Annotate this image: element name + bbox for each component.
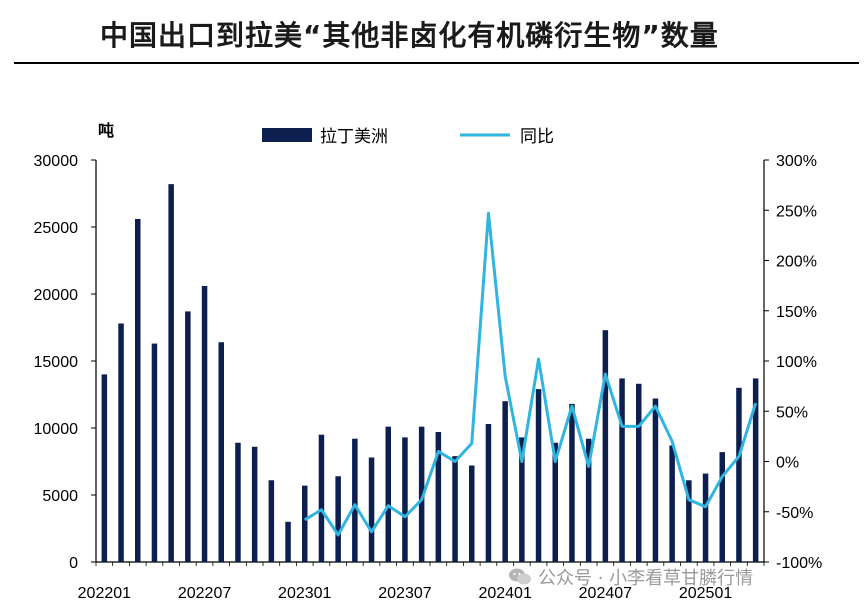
line-series-yoy bbox=[303, 211, 758, 537]
bar bbox=[502, 401, 508, 562]
bar bbox=[335, 476, 341, 562]
legend-swatch-bar bbox=[262, 128, 312, 142]
right-tick-label: 50% bbox=[776, 404, 808, 421]
title-divider bbox=[14, 62, 859, 64]
bar bbox=[519, 437, 525, 562]
x-tick-label: 202301 bbox=[278, 585, 331, 602]
bar bbox=[402, 437, 408, 562]
bar bbox=[719, 452, 725, 562]
bar bbox=[485, 423, 492, 562]
bar bbox=[669, 445, 675, 562]
right-tick-label: 0% bbox=[776, 455, 799, 472]
bar bbox=[752, 378, 759, 562]
bar bbox=[118, 323, 124, 562]
x-tick-label: 202307 bbox=[378, 585, 431, 602]
left-tick-label: 25000 bbox=[34, 220, 79, 237]
watermark: 公众号 · 小李看草甘膦行情 bbox=[508, 564, 753, 590]
right-tick-label: -50% bbox=[776, 505, 813, 522]
left-axis-unit: 吨 bbox=[98, 121, 114, 140]
bar bbox=[435, 432, 442, 562]
bar bbox=[585, 438, 592, 562]
bar bbox=[652, 398, 659, 562]
bar bbox=[318, 434, 325, 562]
watermark-text: 公众号 · 小李看草甘膦行情 bbox=[538, 568, 754, 589]
bar bbox=[302, 485, 308, 562]
left-tick-label: 15000 bbox=[34, 354, 79, 371]
right-tick-label: 200% bbox=[776, 254, 817, 271]
x-tick-label: 202407 bbox=[579, 585, 632, 602]
bar bbox=[201, 285, 208, 562]
bar bbox=[151, 343, 158, 562]
bar bbox=[268, 480, 275, 562]
x-tick-label: 202201 bbox=[78, 585, 131, 602]
bar bbox=[452, 456, 458, 562]
right-tick-label: -100% bbox=[776, 555, 822, 572]
bar bbox=[736, 387, 742, 562]
bar bbox=[285, 521, 291, 562]
left-tick-label: 30000 bbox=[34, 153, 79, 170]
bar bbox=[185, 311, 191, 562]
bar bbox=[702, 473, 709, 562]
bar-series-latin-america bbox=[101, 184, 759, 562]
bar bbox=[418, 426, 425, 562]
wechat-icon bbox=[509, 568, 531, 585]
yoy-line bbox=[303, 211, 758, 537]
legend-label-line: 同比 bbox=[520, 127, 554, 147]
bar bbox=[619, 378, 625, 562]
bar bbox=[218, 342, 224, 562]
bar bbox=[602, 330, 609, 562]
bar bbox=[352, 438, 358, 562]
right-tick-label: 100% bbox=[776, 354, 817, 371]
bar bbox=[469, 465, 475, 562]
bar bbox=[686, 480, 692, 562]
bar bbox=[385, 426, 391, 562]
left-tick-label: 5000 bbox=[42, 488, 78, 505]
bar bbox=[552, 442, 558, 562]
bar bbox=[636, 383, 642, 562]
right-tick-label: 250% bbox=[776, 203, 817, 220]
bar bbox=[368, 457, 375, 562]
bar bbox=[235, 442, 241, 562]
left-tick-label: 20000 bbox=[34, 287, 79, 304]
chart-title: 中国出口到拉美“其他非卤化有机磷衍生物”数量 bbox=[100, 19, 719, 52]
left-tick-label: 10000 bbox=[34, 421, 79, 438]
right-tick-label: 150% bbox=[776, 304, 817, 321]
left-tick-label: 0 bbox=[69, 555, 78, 572]
bar bbox=[569, 403, 575, 562]
legend-label-bar: 拉丁美洲 bbox=[320, 127, 388, 147]
x-tick-label: 202207 bbox=[178, 585, 231, 602]
bar bbox=[168, 184, 174, 562]
bar bbox=[135, 218, 141, 562]
bar bbox=[535, 389, 542, 562]
axes: 30000 25000 20000 15000 10000 5000 0 300% 250% 20… bbox=[34, 153, 823, 602]
legend: 拉丁美洲 同比 bbox=[262, 127, 554, 147]
right-tick-label: 300% bbox=[776, 153, 817, 170]
x-tick-label: 202401 bbox=[478, 585, 531, 602]
bar bbox=[101, 374, 108, 562]
bar bbox=[251, 446, 258, 562]
x-tick-label: 202501 bbox=[679, 585, 732, 602]
